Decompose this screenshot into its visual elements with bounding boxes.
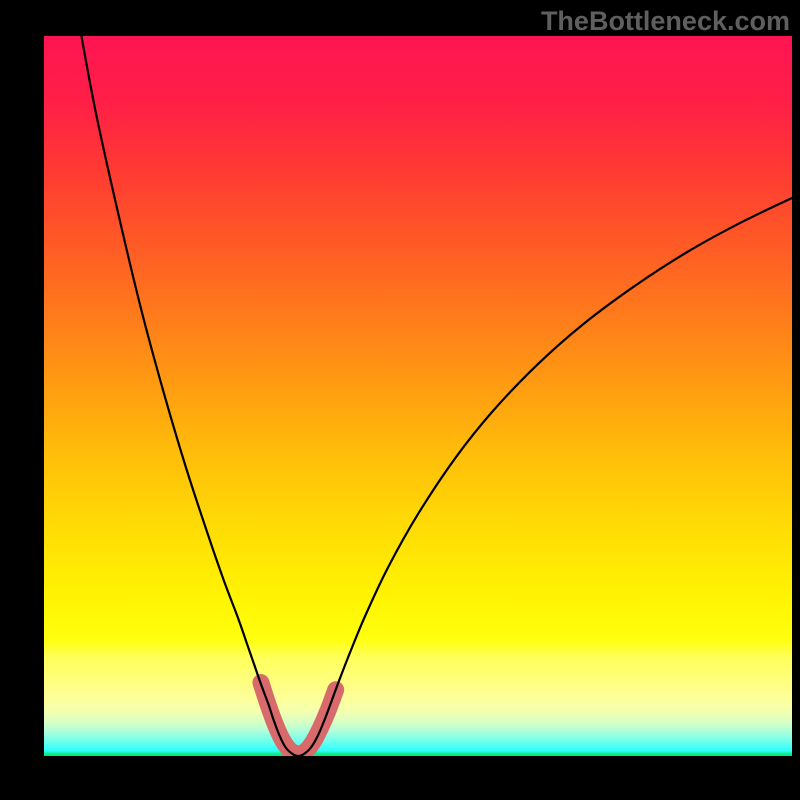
- plot-area: [44, 36, 792, 756]
- gradient-background: [44, 36, 792, 756]
- chart-svg: [44, 36, 792, 756]
- watermark-text: TheBottleneck.com: [541, 6, 790, 37]
